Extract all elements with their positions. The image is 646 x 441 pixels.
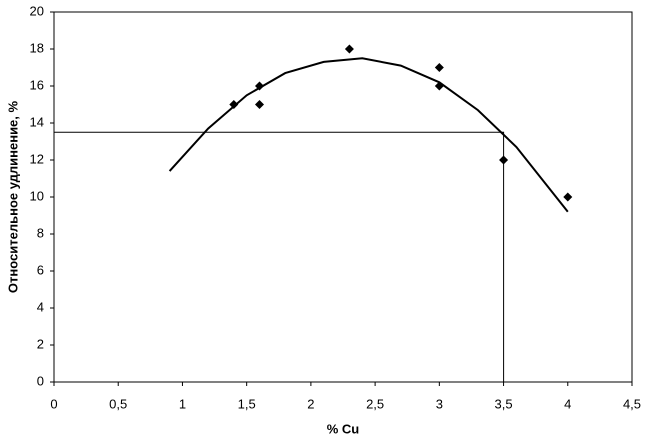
x-tick-label: 4 [564, 396, 571, 411]
y-tick-label: 4 [37, 299, 44, 314]
data-point [435, 63, 444, 72]
y-tick-label: 16 [30, 77, 44, 92]
x-tick-label: 4,5 [623, 396, 641, 411]
chart: % Cu Относительное удлинение, % 02468101… [0, 0, 646, 441]
x-tick-label: 1,5 [238, 396, 256, 411]
data-point [255, 100, 264, 109]
data-point [563, 193, 572, 202]
data-point [435, 82, 444, 91]
fit-curve [170, 58, 568, 212]
data-point [345, 45, 354, 54]
y-tick-label: 2 [37, 336, 44, 351]
x-tick-label: 1 [179, 396, 186, 411]
x-tick-label: 3 [436, 396, 443, 411]
y-tick-label: 8 [37, 225, 44, 240]
x-tick-label: 0 [50, 396, 57, 411]
y-tick-label: 18 [30, 40, 44, 55]
reference-line [54, 132, 504, 382]
y-tick-label: 0 [37, 373, 44, 388]
x-tick-label: 2 [307, 396, 314, 411]
y-tick-label: 20 [30, 3, 44, 18]
x-axis-label: % Cu [327, 421, 360, 436]
plot-frame [54, 12, 632, 382]
x-tick-label: 0,5 [109, 396, 127, 411]
data-point [499, 156, 508, 165]
y-tick-label: 6 [37, 262, 44, 277]
x-tick-label: 3,5 [495, 396, 513, 411]
y-axis-label: Относительное удлинение, % [5, 100, 20, 293]
y-tick-label: 12 [30, 151, 44, 166]
x-tick-label: 2,5 [366, 396, 384, 411]
y-tick-label: 10 [30, 188, 44, 203]
y-tick-label: 14 [30, 114, 44, 129]
data-point [229, 100, 238, 109]
